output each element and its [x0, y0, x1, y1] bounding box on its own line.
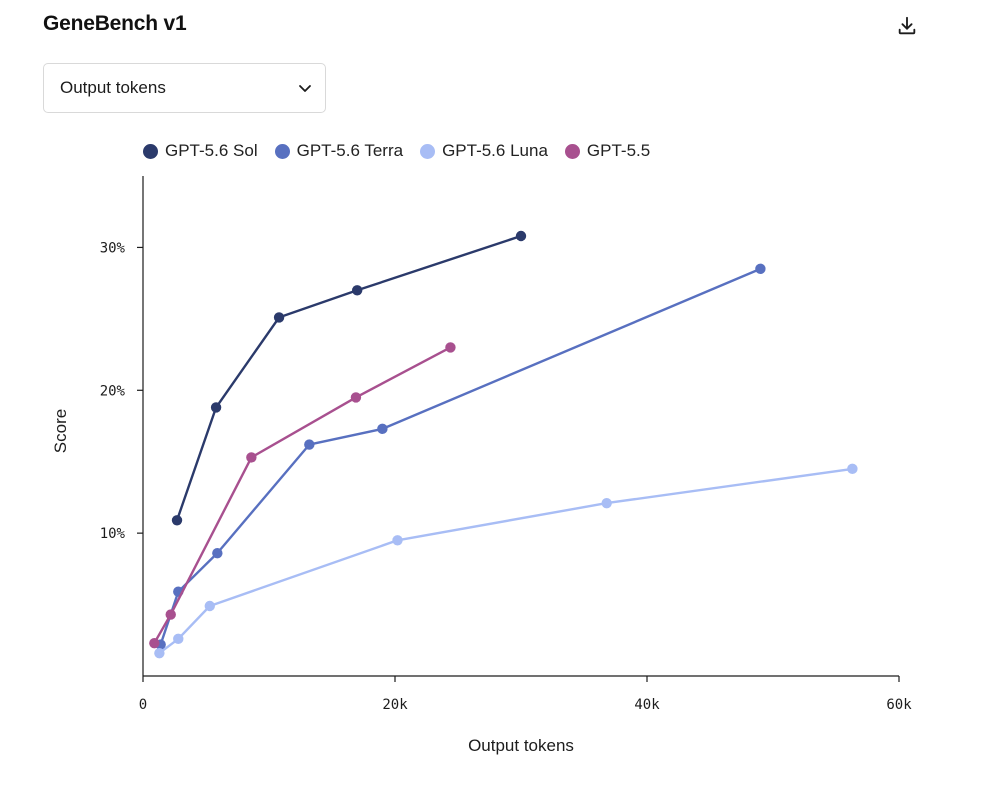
data-point: [350, 392, 362, 403]
x-tick-label: 40k: [634, 697, 660, 713]
legend-item: GPT-5.6 Terra: [274, 141, 404, 161]
data-point: [445, 342, 456, 353]
data-point: [246, 452, 257, 463]
series-line-3: [153, 346, 452, 645]
legend-label: GPT-5.6 Sol: [165, 141, 258, 160]
x-axis-label: Output tokens: [468, 736, 574, 755]
legend-item: GPT-5.6 Luna: [420, 141, 548, 161]
legend-swatch: [274, 143, 290, 159]
data-point: [212, 547, 223, 559]
x-tick-label: 60k: [886, 697, 912, 713]
data-point: [173, 633, 184, 645]
chevron-down-icon: [297, 80, 313, 96]
download-button[interactable]: [893, 12, 921, 40]
legend-label: GPT-5.6 Terra: [296, 141, 404, 160]
y-axis-label: Score: [51, 409, 70, 453]
data-point: [171, 515, 183, 526]
data-point: [149, 637, 160, 649]
legend-item: GPT-5.6 Sol: [143, 141, 258, 161]
page-title: GeneBench v1: [43, 12, 187, 35]
legend-label: GPT-5.5: [586, 141, 651, 160]
data-point: [392, 535, 403, 546]
data-point: [273, 312, 285, 323]
x-tick-label: 0: [139, 697, 147, 713]
metric-select-value: Output tokens: [60, 78, 166, 97]
data-point: [154, 647, 165, 659]
metric-select[interactable]: Output tokens: [43, 63, 326, 113]
data-point: [847, 463, 858, 475]
legend-label: GPT-5.6 Luna: [442, 141, 548, 160]
chart-legend: GPT-5.6 Sol GPT-5.6 Terra GPT-5.6 Luna GPT-…: [143, 139, 650, 163]
download-icon: [898, 16, 916, 35]
y-tick-label: 20%: [100, 383, 126, 399]
series-line-0: [175, 234, 523, 522]
data-point: [352, 285, 363, 296]
y-tick-label: 10%: [100, 526, 126, 542]
data-point: [165, 609, 176, 620]
data-point: [601, 497, 612, 509]
series-line-2: [158, 467, 854, 655]
legend-swatch: [564, 143, 580, 159]
x-tick-label: 20k: [382, 697, 408, 713]
data-point: [377, 423, 388, 435]
data-point: [210, 402, 222, 413]
series-line-1: [159, 267, 762, 646]
data-point: [304, 439, 315, 450]
y-tick-label: 30%: [100, 240, 126, 256]
data-point: [515, 230, 527, 242]
legend-item: GPT-5.5: [564, 141, 651, 161]
data-point: [755, 263, 766, 275]
legend-swatch: [143, 143, 158, 159]
legend-swatch: [420, 143, 436, 159]
data-point: [204, 600, 215, 612]
